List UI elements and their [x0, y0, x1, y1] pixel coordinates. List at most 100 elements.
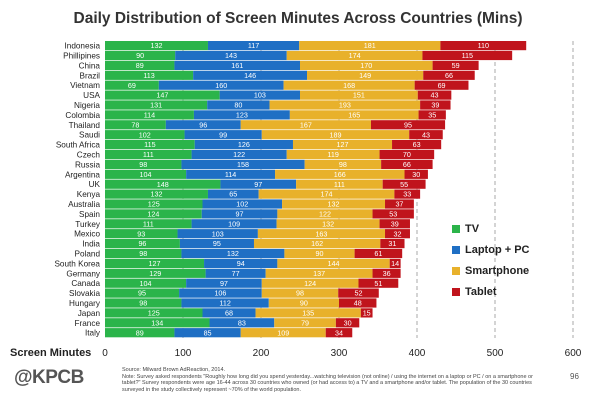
bar-segment — [423, 70, 475, 80]
data-label: 109 — [277, 328, 289, 337]
bar-segment — [379, 219, 410, 229]
data-label: 43 — [431, 91, 439, 100]
data-label: 39 — [391, 219, 399, 228]
legend-label: Tablet — [465, 285, 497, 298]
data-label: 109 — [228, 219, 240, 228]
data-label: 96 — [138, 239, 146, 248]
bar-segment — [186, 169, 276, 179]
bar-segment — [105, 229, 178, 239]
bar-segment — [380, 239, 405, 249]
bar-segment — [372, 209, 414, 219]
bar-segment — [304, 159, 382, 169]
bar-segment — [105, 189, 208, 199]
bar-segment — [191, 219, 277, 229]
data-label: 95 — [404, 120, 412, 129]
data-label: 34 — [335, 328, 343, 337]
bar-segment — [385, 199, 414, 209]
data-label: 90 — [316, 249, 324, 258]
data-label: 132 — [322, 219, 334, 228]
data-label: 162 — [311, 239, 323, 248]
data-label: 77 — [232, 269, 240, 278]
bar-segment — [181, 159, 305, 169]
data-label: 85 — [204, 328, 212, 337]
data-label: 30 — [344, 318, 352, 327]
category-label: Kenya — [77, 190, 101, 199]
bar-segment — [105, 248, 182, 259]
bar-segment — [432, 60, 479, 70]
data-label: 98 — [296, 289, 304, 298]
tick-label: 600 — [565, 348, 582, 359]
data-label: 89 — [136, 328, 144, 337]
bar-segment — [105, 298, 182, 308]
bar-segment — [105, 278, 187, 288]
data-label: 89 — [136, 61, 144, 70]
bar-segment — [105, 41, 208, 51]
stacked-bar-chart: IndonesiaPhillipinesChinaBrazilVietnamUS… — [10, 41, 582, 359]
bar-segment — [422, 50, 513, 61]
bar-segment — [300, 90, 418, 100]
category-label: Brazil — [80, 71, 101, 80]
data-label: 97 — [254, 180, 262, 189]
note-text: Note: Survey asked respondents "Roughly … — [122, 373, 533, 393]
data-label: 35 — [428, 111, 436, 120]
bar-segment — [269, 100, 421, 110]
bar-segment — [193, 110, 290, 120]
bar-segment — [207, 41, 300, 51]
data-label: 63 — [413, 140, 421, 149]
data-label: 111 — [334, 180, 345, 189]
category-label: Spain — [79, 210, 100, 219]
data-label: 126 — [238, 140, 250, 149]
bar-segment — [258, 189, 395, 199]
category-label: Germany — [66, 269, 101, 278]
bar-segment — [105, 328, 175, 338]
category-label: Slovakia — [69, 289, 100, 298]
data-label: 68 — [225, 309, 233, 318]
bar-segment — [417, 90, 452, 100]
data-label: 90 — [300, 299, 308, 308]
category-label: Mexico — [74, 230, 100, 239]
data-label: 103 — [212, 229, 224, 238]
data-label: 131 — [150, 101, 162, 110]
category-label: Canada — [71, 279, 100, 288]
data-label: 127 — [337, 140, 349, 149]
bar-segment — [325, 328, 353, 338]
data-label: 96 — [199, 120, 207, 129]
bar-segment — [105, 239, 180, 249]
source-line: Source: Milward Brown AdReaction, 2014. — [122, 367, 226, 373]
legend-item: TV — [452, 218, 529, 239]
data-label: 33 — [403, 190, 411, 199]
data-label: 147 — [156, 91, 168, 100]
category-label: Argentina — [65, 170, 100, 179]
data-label: 181 — [364, 41, 376, 50]
data-label: 99 — [219, 130, 227, 139]
bar-segment — [174, 328, 241, 338]
data-label: 193 — [339, 101, 351, 110]
bar-segment — [202, 308, 256, 318]
data-label: 125 — [148, 200, 160, 209]
bar-segment — [105, 209, 202, 219]
bar-segment — [207, 189, 259, 199]
bar-segment — [105, 159, 182, 169]
bar-segment — [105, 179, 221, 189]
data-label: 124 — [304, 279, 316, 288]
data-label: 137 — [313, 269, 325, 278]
data-label: 119 — [327, 150, 338, 159]
bar-segment — [394, 189, 421, 199]
data-label: 166 — [334, 170, 346, 179]
data-label: 97 — [236, 210, 244, 219]
bar-segment — [261, 288, 339, 298]
category-label: USA — [83, 91, 100, 100]
data-label: 102 — [139, 130, 151, 139]
data-label: 111 — [143, 219, 154, 228]
bar-segment — [105, 169, 187, 179]
bar-segment — [193, 70, 308, 80]
bar-segment — [283, 80, 415, 90]
category-label: Colombia — [65, 111, 100, 120]
bar-segment — [202, 199, 283, 209]
bar-segment — [370, 120, 446, 130]
category-label: Italy — [85, 329, 101, 338]
data-label: 161 — [231, 61, 243, 70]
bar-segment — [105, 70, 194, 80]
bar-segment — [381, 159, 433, 169]
bar-segment — [277, 209, 373, 219]
